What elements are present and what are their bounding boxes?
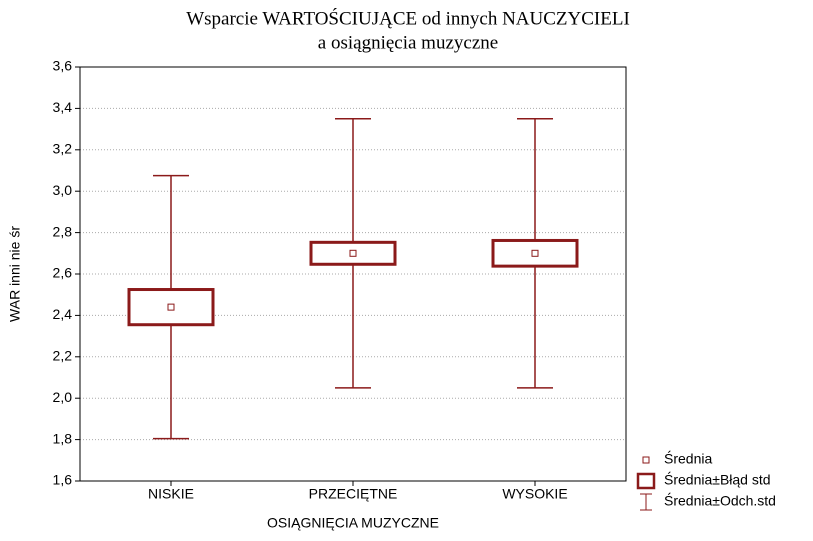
x-axis-label: OSIĄGNIĘCIA MUZYCZNE [267,515,439,531]
x-tick-label: WYSOKIE [502,486,567,502]
legend-label: Średnia [664,450,712,467]
y-tick-label: 1,6 [53,472,73,488]
x-tick-label: PRZECIĘTNE [309,486,398,502]
legend-se [636,472,656,490]
y-tick-label: 2,8 [53,223,73,239]
y-tick-label: 3,0 [53,182,73,198]
mean-marker [531,249,539,257]
y-tick-label: 3,4 [53,99,73,115]
legend-label: Średnia±Odch.std [664,492,776,509]
legend-mean [642,456,650,464]
y-axis-label: WAR inni nie śr [7,226,23,322]
y-tick-label: 2,4 [53,306,73,322]
mean-marker [167,303,175,311]
x-tick-label: NISKIE [148,486,194,502]
y-tick-label: 1,8 [53,430,73,446]
y-tick-label: 3,2 [53,141,73,157]
y-tick-label: 3,6 [53,58,73,74]
chart-title: Wsparcie WARTOŚCIUJĄCE od innych NAUCZYC… [186,7,630,29]
y-tick-label: 2,2 [53,348,73,364]
mean-marker [349,249,357,257]
chart-title: a osiągnięcia muzyczne [318,32,498,53]
legend-label: Średnia±Błąd std [664,471,771,488]
y-tick-label: 2,6 [53,265,73,281]
y-tick-label: 2,0 [53,389,73,405]
